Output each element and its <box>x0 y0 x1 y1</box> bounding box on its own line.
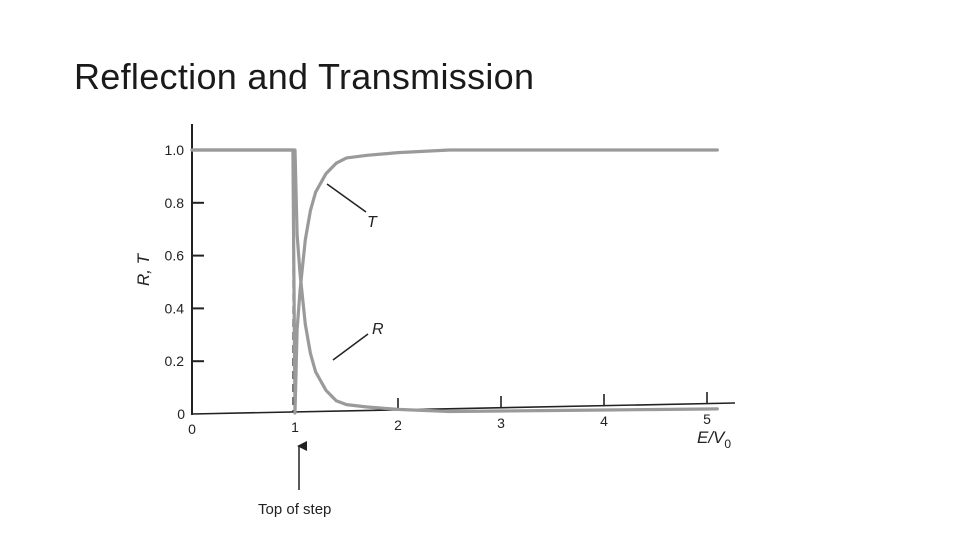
x-axis-label-subscript: 0 <box>724 437 731 451</box>
x-axis-label-main: E/V <box>697 428 726 447</box>
x-tick-label: 4 <box>600 413 608 429</box>
x-ticks: 0 1 2 3 4 5 <box>188 392 711 437</box>
t-pointer-line <box>326 183 367 213</box>
x-tick-label: 0 <box>188 421 196 437</box>
x-tick-label: 3 <box>497 415 505 431</box>
x-tick-label: 5 <box>703 411 711 427</box>
y-tick-label: 0.2 <box>165 353 185 369</box>
y-ticks: 0 0.2 0.4 0.6 0.8 1.0 <box>165 142 204 422</box>
y-axis-label: R, T <box>134 252 153 286</box>
y-tick-label: 0.4 <box>165 300 185 316</box>
x-tick-label: 2 <box>394 417 402 433</box>
t-curve-label: T <box>367 214 378 231</box>
slide-title: Reflection and Transmission <box>74 56 535 97</box>
series-r-line <box>190 148 719 414</box>
x-tick-label: 1 <box>291 419 299 435</box>
y-tick-label: 0.8 <box>165 195 185 211</box>
x-axis-line <box>191 402 736 415</box>
x-axis-label: E/V0 <box>697 428 731 451</box>
r-curve-label: R <box>372 321 384 338</box>
y-tick-label: 1.0 <box>165 142 185 158</box>
top-of-step-label: Top of step <box>258 501 331 518</box>
series-t-line <box>190 148 719 415</box>
series-layer <box>190 148 719 415</box>
y-tick-label: 0.6 <box>165 248 185 264</box>
r-pointer-line <box>332 333 369 361</box>
y-tick-label: 0 <box>177 406 185 422</box>
